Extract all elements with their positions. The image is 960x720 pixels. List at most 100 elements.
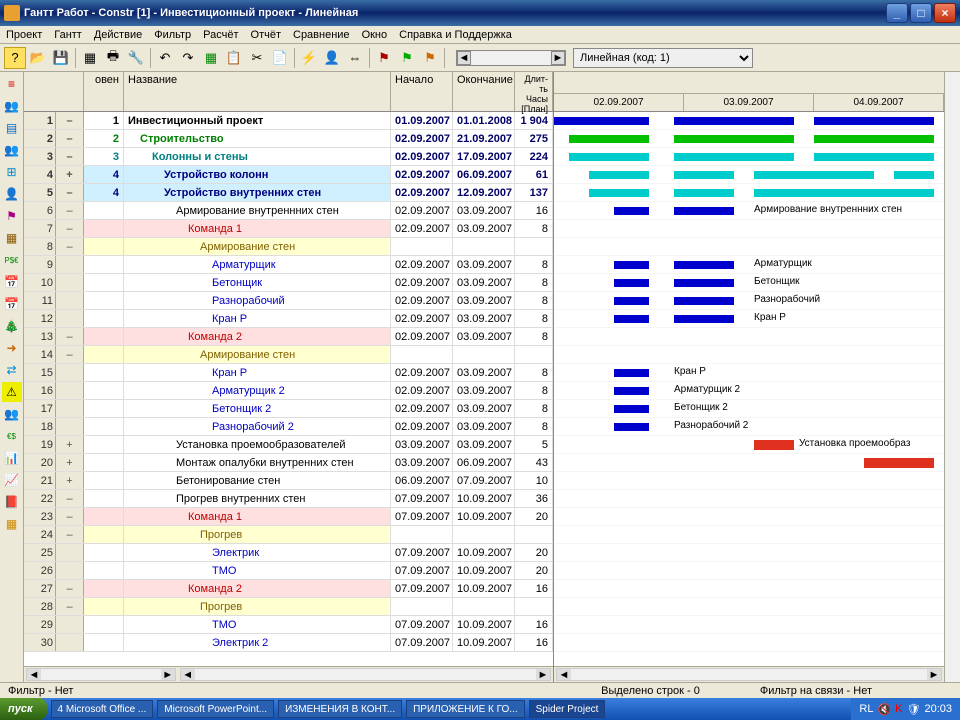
link-icon[interactable]: ⇔ — [344, 47, 366, 69]
person-icon[interactable]: 👤 — [321, 47, 343, 69]
lb-icon[interactable]: 🎄 — [2, 316, 22, 336]
gantt-bar[interactable] — [674, 207, 734, 215]
open-icon[interactable]: 📂 — [27, 47, 49, 69]
gantt-bar[interactable] — [674, 117, 794, 125]
menu-item[interactable]: Расчёт — [203, 29, 238, 41]
start-button[interactable]: пуск — [0, 698, 47, 720]
gantt-bar[interactable] — [569, 153, 649, 161]
table-row[interactable]: 18Разнорабочий 202.09.200703.09.20078 — [24, 418, 553, 436]
table-row[interactable]: 21+Бетонирование стен06.09.200707.09.200… — [24, 472, 553, 490]
table-row[interactable]: 12Кран Р02.09.200703.09.20078 — [24, 310, 553, 328]
table-row[interactable]: 17Бетонщик 202.09.200703.09.20078 — [24, 400, 553, 418]
table-row[interactable]: 3–3Колонны и стены02.09.200717.09.200722… — [24, 148, 553, 166]
menu-item[interactable]: Окно — [362, 29, 388, 41]
lb-icon[interactable]: ≡ — [2, 74, 22, 94]
minimize-button[interactable]: _ — [886, 3, 908, 23]
gantt-bar[interactable] — [614, 279, 649, 287]
print-preview-icon[interactable]: ▦ — [79, 47, 101, 69]
gantt-bar[interactable] — [674, 261, 734, 269]
gantt-bar[interactable] — [754, 171, 874, 179]
menu-item[interactable]: Проект — [6, 29, 42, 41]
gantt-bar[interactable] — [614, 369, 649, 377]
menu-item[interactable]: Действие — [94, 29, 142, 41]
lb-icon[interactable]: 📊 — [2, 448, 22, 468]
lb-icon[interactable]: P$€ — [2, 250, 22, 270]
table-row[interactable]: 6–Армирование внутреннних стен02.09.2007… — [24, 202, 553, 220]
gantt-bar[interactable] — [754, 440, 794, 450]
gantt-bar[interactable] — [614, 315, 649, 323]
cut-icon[interactable]: ✂ — [246, 47, 268, 69]
gantt-bar[interactable] — [614, 387, 649, 395]
flag1-icon[interactable]: ⚑ — [373, 47, 395, 69]
print-icon[interactable]: 🖶 — [102, 47, 124, 69]
table-row[interactable]: 22–Прогрев внутренних стен07.09.200710.0… — [24, 490, 553, 508]
lb-icon[interactable]: ⊞ — [2, 162, 22, 182]
table-row[interactable]: 11Разнорабочий02.09.200703.09.20078 — [24, 292, 553, 310]
lb-icon[interactable]: 📅 — [2, 272, 22, 292]
table-row[interactable]: 25Электрик07.09.200710.09.200720 — [24, 544, 553, 562]
gantt-bar[interactable] — [674, 171, 734, 179]
paste-icon[interactable]: 📄 — [269, 47, 291, 69]
lb-icon[interactable]: ⚠ — [2, 382, 22, 402]
gantt-bar[interactable] — [674, 279, 734, 287]
zoom-scroll[interactable]: ◄► — [456, 50, 566, 66]
save-icon[interactable]: 💾 — [50, 47, 72, 69]
excel-icon[interactable]: ▦ — [200, 47, 222, 69]
table-row[interactable]: 7–Команда 102.09.200703.09.20078 — [24, 220, 553, 238]
gantt-bar[interactable] — [589, 171, 649, 179]
table-row[interactable]: 5–4Устройство внутренних стен02.09.20071… — [24, 184, 553, 202]
gantt-bar[interactable] — [674, 135, 794, 143]
view-select[interactable]: Линейная (код: 1) — [573, 48, 753, 68]
table-row[interactable]: 4+4Устройство колонн02.09.200706.09.2007… — [24, 166, 553, 184]
taskbar-item[interactable]: Spider Project — [529, 700, 606, 718]
gantt-bar[interactable] — [864, 458, 934, 468]
gantt-bar[interactable] — [894, 171, 934, 179]
lb-icon[interactable]: 📈 — [2, 470, 22, 490]
maximize-button[interactable]: □ — [910, 3, 932, 23]
table-row[interactable]: 24–Прогрев — [24, 526, 553, 544]
gantt-bar[interactable] — [614, 207, 649, 215]
chart-hscroll[interactable]: ◄► — [554, 666, 944, 682]
gantt-bar[interactable] — [674, 315, 734, 323]
flag3-icon[interactable]: ⚑ — [419, 47, 441, 69]
table-row[interactable]: 29ТМО07.09.200710.09.200716 — [24, 616, 553, 634]
taskbar-item[interactable]: 4 Microsoft Office ... — [51, 700, 154, 718]
table-hscroll[interactable]: ◄► ◄► — [24, 666, 553, 682]
menu-item[interactable]: Фильтр — [154, 29, 191, 41]
table-row[interactable]: 10Бетонщик02.09.200703.09.20078 — [24, 274, 553, 292]
system-tray[interactable]: RL🔇K🛡20:03 — [851, 698, 960, 720]
lb-icon[interactable]: 👥 — [2, 140, 22, 160]
lb-icon[interactable]: ▦ — [2, 514, 22, 534]
lb-icon[interactable]: 📅 — [2, 294, 22, 314]
flag2-icon[interactable]: ⚑ — [396, 47, 418, 69]
vscroll[interactable] — [944, 72, 960, 682]
menu-item[interactable]: Отчёт — [251, 29, 281, 41]
table-row[interactable]: 13–Команда 202.09.200703.09.20078 — [24, 328, 553, 346]
table-row[interactable]: 14–Армирование стен — [24, 346, 553, 364]
lb-icon[interactable]: ▤ — [2, 118, 22, 138]
menu-item[interactable]: Справка и Поддержка — [399, 29, 512, 41]
table-row[interactable]: 16Арматурщик 202.09.200703.09.20078 — [24, 382, 553, 400]
gantt-bar[interactable] — [754, 189, 934, 197]
gantt-bar[interactable] — [589, 189, 649, 197]
gantt-bar[interactable] — [614, 261, 649, 269]
gantt-bar[interactable] — [674, 297, 734, 305]
lb-icon[interactable]: ▦ — [2, 228, 22, 248]
lb-icon[interactable]: 👥 — [2, 404, 22, 424]
table-row[interactable]: 15Кран Р02.09.200703.09.20078 — [24, 364, 553, 382]
menu-item[interactable]: Гантт — [54, 29, 82, 41]
taskbar-item[interactable]: Microsoft PowerPoint... — [157, 700, 274, 718]
gantt-bar[interactable] — [814, 153, 934, 161]
run-icon[interactable]: ⚡ — [298, 47, 320, 69]
redo-icon[interactable]: ↷ — [177, 47, 199, 69]
lb-icon[interactable]: ➜ — [2, 338, 22, 358]
table-row[interactable]: 26ТМО07.09.200710.09.200720 — [24, 562, 553, 580]
table-row[interactable]: 19+Установка проемообразователей03.09.20… — [24, 436, 553, 454]
close-button[interactable]: × — [934, 3, 956, 23]
lb-icon[interactable]: 📕 — [2, 492, 22, 512]
gantt-bar[interactable] — [614, 423, 649, 431]
gantt-bar[interactable] — [674, 189, 734, 197]
taskbar-item[interactable]: ПРИЛОЖЕНИЕ К ГО... — [406, 700, 525, 718]
table-row[interactable]: 8–Армирование стен — [24, 238, 553, 256]
table-row[interactable]: 30Электрик 207.09.200710.09.200716 — [24, 634, 553, 652]
